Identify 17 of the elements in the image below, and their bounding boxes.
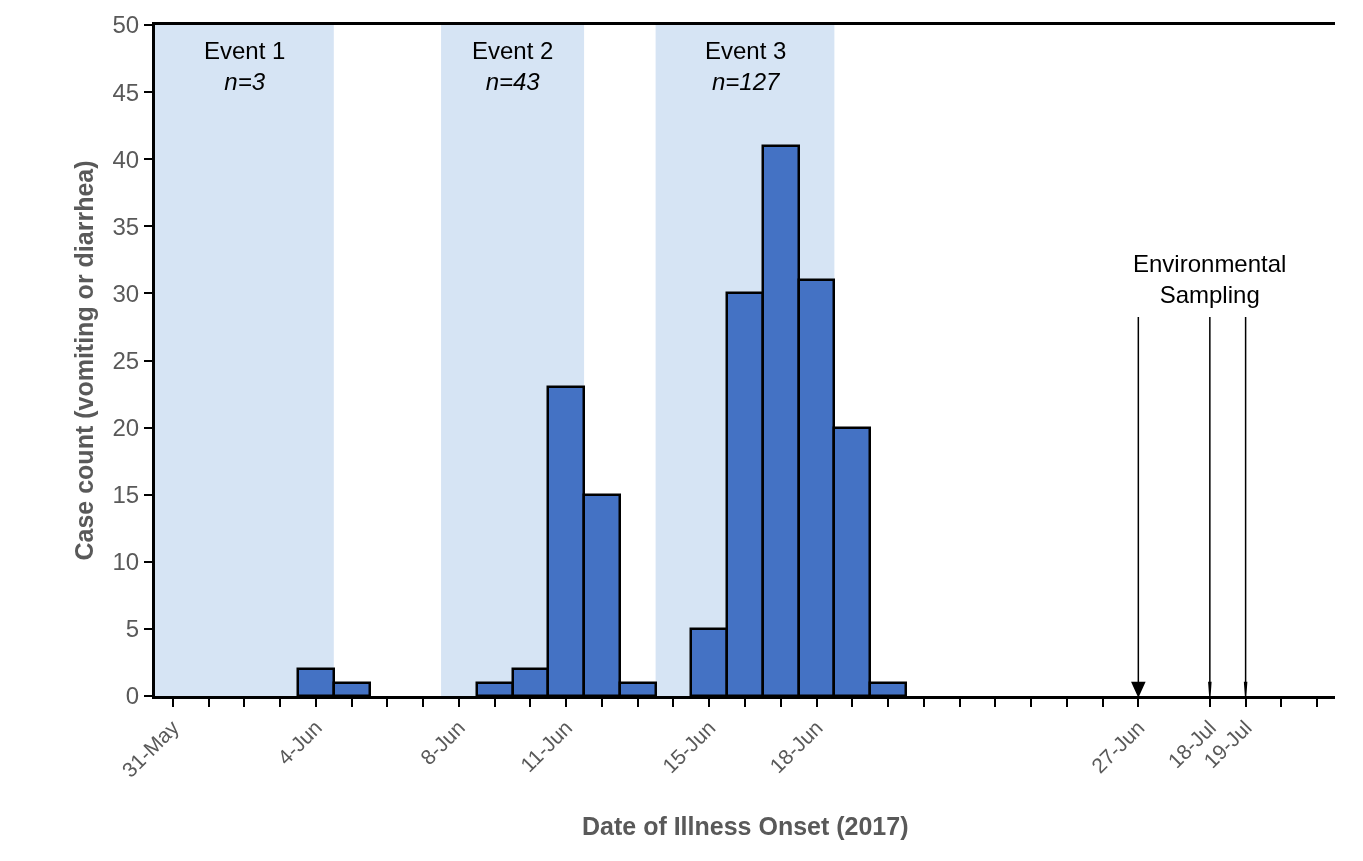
band-label: Event 1 n=3 (204, 37, 286, 96)
y-tick-label: 35 (112, 212, 140, 240)
y-tick-label: 0 (125, 682, 140, 710)
y-tick-label: 40 (112, 145, 140, 173)
y-tick-label: 20 (112, 414, 140, 441)
y-axis-title: Case count (vomiting or diarrhea) (70, 160, 99, 561)
y-tick-label: 30 (112, 279, 140, 307)
annotation: Environmental Sampling (1133, 250, 1287, 309)
y-tick-label: 10 (112, 548, 140, 576)
y-tick-label: 45 (112, 78, 140, 106)
y-tick-label: 50 (112, 11, 140, 39)
y-tick-label: 15 (112, 481, 140, 509)
band-label: Event 2 n=43 (472, 37, 554, 96)
x-axis-title: Date of Illness Onset (2017) (582, 812, 909, 840)
y-tick-label: 5 (125, 615, 140, 643)
y-tick-label: 25 (112, 346, 140, 374)
band-label: Event 3 n=127 (705, 37, 787, 96)
